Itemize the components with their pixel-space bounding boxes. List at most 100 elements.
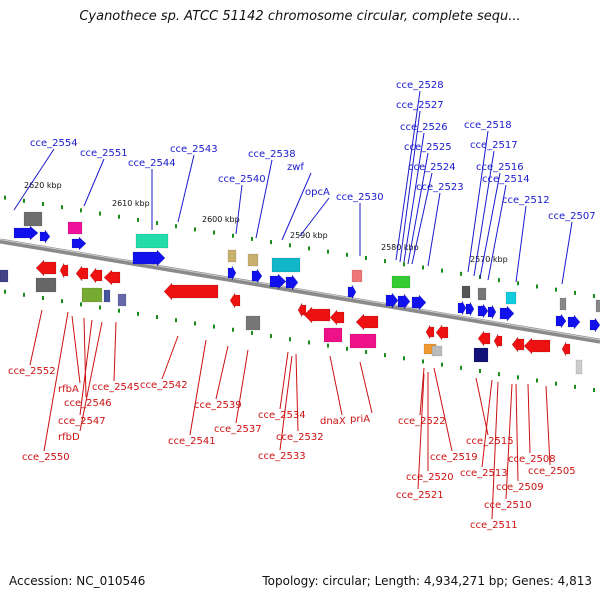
top-gene-label: cce_2540	[218, 174, 266, 185]
top-gene-label: cce_2544	[128, 158, 176, 169]
top-gene-label: cce_2516	[476, 162, 524, 173]
gene-feature-box	[23, 211, 43, 227]
outer-scale-tick	[156, 221, 158, 226]
reverse-gene-arrow	[163, 282, 219, 301]
outer-scale-tick	[498, 278, 500, 283]
scale-tick-label: 2610 kbp	[112, 199, 150, 208]
outer-scale-tick	[574, 290, 576, 295]
gene-feature-box	[81, 287, 103, 303]
gene-feature-box	[227, 249, 237, 263]
top-label-leader-line	[411, 172, 433, 265]
reverse-gene-arrow	[435, 324, 449, 341]
top-label-leader-line	[399, 110, 421, 263]
outer-scale-tick	[536, 284, 538, 289]
inner-scale-tick	[175, 318, 177, 323]
bottom-gene-label: rfbA	[58, 384, 79, 395]
top-label-leader-line	[403, 132, 425, 263]
inner-scale-tick	[232, 327, 234, 332]
top-gene-label: cce_2528	[396, 80, 444, 91]
forward-gene-arrow	[13, 225, 39, 241]
bottom-label-leader-line	[29, 309, 43, 366]
outer-scale-tick	[251, 236, 253, 241]
outer-scale-tick	[308, 246, 310, 251]
bottom-gene-label: cce_2510	[484, 500, 532, 511]
inner-scale-tick	[308, 340, 310, 345]
outer-scale-tick	[593, 294, 595, 299]
gene-feature-box	[461, 285, 471, 299]
top-label-leader-line	[561, 221, 573, 285]
scale-tick-label: 2590 kbp	[290, 231, 328, 240]
forward-gene-arrow	[71, 236, 87, 251]
bottom-gene-label: cce_2546	[64, 398, 112, 409]
map-title: Cyanothece sp. ATCC 51142 chromosome cir…	[79, 9, 521, 24]
outer-scale-tick	[118, 214, 120, 219]
inner-scale-tick	[4, 289, 6, 294]
forward-gene-arrow	[487, 304, 497, 320]
bottom-label-leader-line	[527, 383, 531, 454]
gene-feature-box	[595, 299, 600, 313]
bottom-label-leader-line	[71, 315, 81, 384]
bottom-label-leader-line	[215, 345, 229, 400]
outer-scale-tick	[384, 259, 386, 264]
bottom-gene-label: cce_2513	[460, 468, 508, 479]
gene-feature-box	[351, 269, 363, 283]
top-gene-label: cce_2530	[336, 192, 384, 203]
inner-scale-tick	[384, 353, 386, 358]
bottom-gene-label: cce_2505	[528, 466, 576, 477]
inner-scale-tick	[156, 315, 158, 320]
gene-feature-box	[103, 289, 111, 303]
scale-tick-label: 2570 kbp	[470, 255, 508, 264]
forward-gene-arrow	[285, 274, 299, 291]
forward-gene-arrow	[555, 313, 567, 329]
inner-scale-tick	[61, 299, 63, 304]
top-gene-label: cce_2543	[170, 144, 218, 155]
top-gene-label: cce_2517	[470, 140, 518, 151]
bottom-gene-label: cce_2541	[168, 436, 216, 447]
top-label-leader-line	[515, 205, 527, 283]
gene-feature-box	[245, 315, 261, 331]
gene-feature-box	[477, 287, 487, 301]
forward-gene-arrow	[39, 229, 51, 244]
forward-gene-arrow	[385, 292, 399, 309]
gene-feature-box	[323, 327, 343, 343]
bottom-gene-label: cce_2509	[496, 482, 544, 493]
inner-scale-tick	[137, 311, 139, 316]
top-gene-label: cce_2551	[80, 148, 128, 159]
bottom-label-leader-line	[481, 379, 493, 468]
gene-feature-box	[349, 333, 377, 349]
forward-gene-arrow	[465, 301, 475, 317]
top-label-leader-line	[479, 172, 501, 279]
bottom-gene-label: cce_2532	[276, 432, 324, 443]
inner-scale-tick	[194, 321, 196, 326]
inner-scale-tick	[327, 343, 329, 348]
forward-gene-arrow	[251, 268, 263, 284]
outer-scale-tick	[175, 224, 177, 229]
inner-scale-tick	[99, 305, 101, 310]
top-gene-label: cce_2527	[396, 100, 444, 111]
forward-gene-arrow	[397, 293, 411, 310]
gene-feature-box	[0, 269, 9, 283]
inner-scale-tick	[498, 372, 500, 377]
reverse-gene-arrow	[425, 324, 435, 340]
top-label-leader-line	[427, 192, 441, 267]
inner-scale-tick	[270, 334, 272, 339]
gene-feature-box	[473, 347, 489, 363]
bottom-label-leader-line	[43, 311, 69, 452]
bottom-label-leader-line	[475, 377, 489, 436]
bottom-gene-label: cce_2537	[214, 424, 262, 435]
inner-scale-tick	[365, 349, 367, 354]
outer-scale-tick	[327, 249, 329, 254]
bottom-label-leader-line	[329, 355, 343, 416]
top-gene-label: cce_2523	[416, 182, 464, 193]
top-label-leader-line	[177, 154, 195, 223]
bottom-gene-label: cce_2534	[258, 410, 306, 421]
top-label-leader-line	[395, 90, 421, 261]
outer-scale-tick	[4, 195, 6, 200]
reverse-gene-arrow	[75, 265, 89, 282]
gene-feature-box	[431, 345, 443, 357]
bottom-gene-label: cce_2533	[258, 451, 306, 462]
reverse-gene-arrow	[477, 330, 491, 347]
bottom-label-leader-line	[515, 383, 519, 482]
forward-gene-arrow	[477, 303, 489, 319]
